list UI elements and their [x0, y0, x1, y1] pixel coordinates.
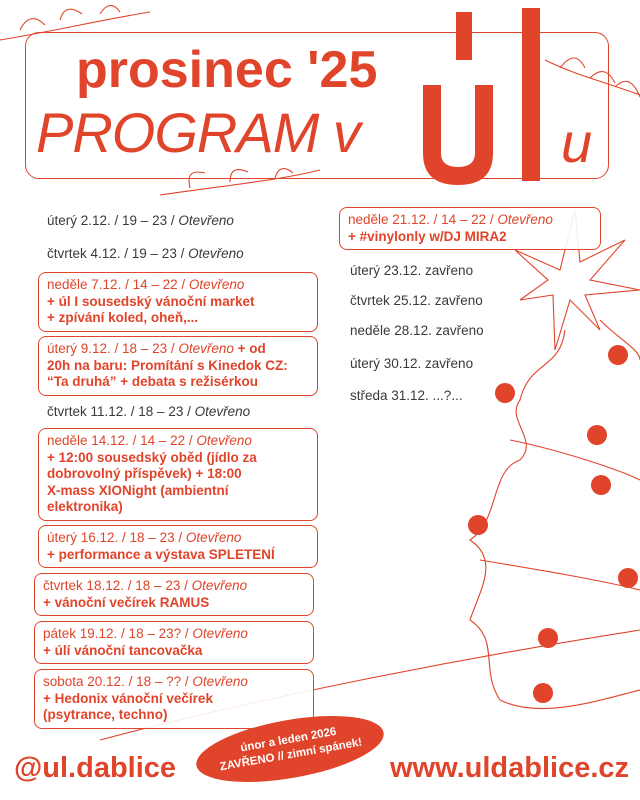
event-box: úterý 16.12. / 18 – 23 / Otevřeno + perfo… [38, 525, 318, 568]
event-box: neděle 7.12. / 14 – 22 / Otevřeno + úl I… [38, 272, 318, 332]
event-box: úterý 9.12. / 18 – 23 / Otevřeno + od 20… [38, 336, 318, 396]
event-box: pátek 19.12. / 18 – 23? / Otevřeno + úlí … [34, 621, 314, 664]
ornament [538, 628, 558, 648]
tree-outline [99, 319, 640, 741]
event-box: sobota 20.12. / 18 – ?? / Otevřeno + Hed… [34, 669, 314, 729]
ornament [587, 425, 607, 445]
event-box: čtvrtek 18.12. / 18 – 23 / Otevřeno + ván… [34, 573, 314, 616]
ornament [468, 515, 488, 535]
instagram-handle[interactable]: @ul.dablice [14, 752, 177, 784]
star [514, 209, 640, 351]
title-suffix: u [561, 111, 593, 174]
event-box: neděle 21.12. / 14 – 22 / Otevřeno + #vin… [339, 207, 601, 250]
event-box: neděle 14.12. / 14 – 22 / Otevřeno + 12:… [38, 428, 318, 521]
event-row: úterý 30.12. zavřeno [350, 356, 474, 371]
ornament [591, 475, 611, 495]
branch-decoration [159, 167, 321, 196]
website-link[interactable]: www.uldablice.cz [390, 752, 630, 784]
branch-decoration [0, 4, 151, 41]
event-row: neděle 28.12. zavřeno [350, 323, 484, 338]
ornament [533, 683, 553, 703]
event-row: čtvrtek 25.12. zavřeno [350, 293, 483, 308]
header-frame [25, 32, 609, 179]
event-row: úterý 2.12. / 19 – 23 / Otevřeno [47, 213, 234, 228]
event-row: čtvrtek 4.12. / 19 – 23 / Otevřeno [47, 246, 244, 261]
branch-decoration [544, 57, 640, 98]
page-subtitle: PROGRAM v [36, 101, 361, 164]
ornament [495, 383, 515, 403]
event-row: čtvrtek 11.12. / 18 – 23 / Otevřeno [47, 404, 251, 419]
ornament [608, 345, 628, 365]
ornament [618, 568, 638, 588]
event-row: úterý 23.12. zavřeno [350, 263, 474, 278]
event-row: středa 31.12. ...?... [350, 388, 463, 403]
page-title: prosinec '25 [76, 41, 378, 99]
